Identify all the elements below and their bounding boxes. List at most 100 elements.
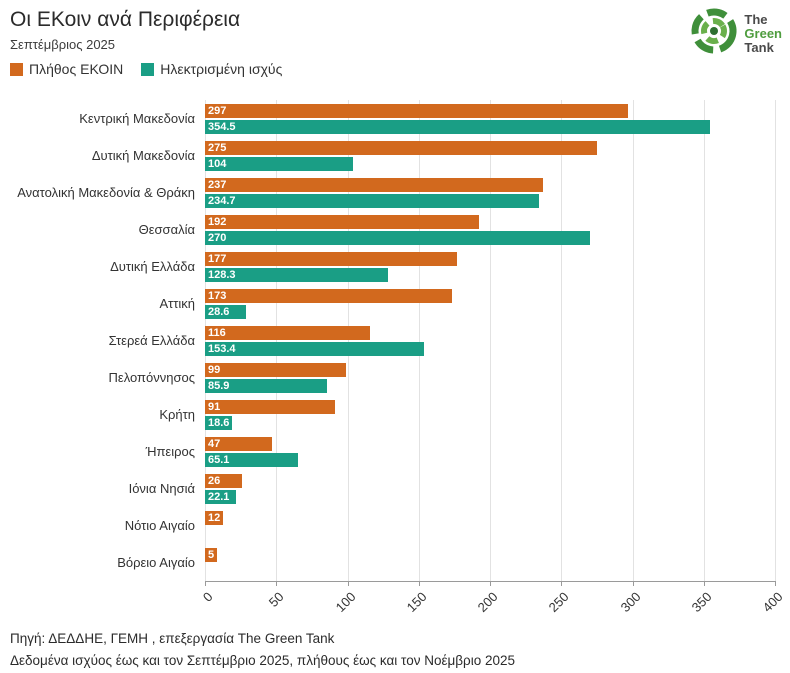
power-value-label: 65.1 (205, 452, 233, 467)
x-tick-mark (561, 581, 563, 586)
power-value-label: 270 (205, 230, 230, 245)
gridline (418, 100, 420, 581)
count-bar: 116 (205, 325, 371, 340)
category-label: Βόρειο Αιγαίο (117, 555, 195, 570)
bar-group: 91 18.6 (205, 396, 775, 433)
category-label: Κρήτη (159, 407, 195, 422)
chart-footer: Πηγή: ΔΕΔΔΗΕ, ΓΕΜΗ , επεξεργασία The Gre… (10, 628, 515, 672)
bar-slot (205, 527, 775, 541)
gridline (632, 100, 634, 581)
category-label: Δυτική Ελλάδα (110, 259, 195, 274)
bar-slot: 22.1 (205, 489, 775, 504)
gridline (561, 100, 563, 581)
bar-slot: 47 (205, 436, 775, 451)
power-bar: 65.1 (205, 452, 298, 467)
category-label: Ήπειρος (145, 444, 195, 459)
gridlines (205, 100, 776, 581)
count-bar: 177 (205, 251, 458, 266)
page-subtitle: Σεπτέμβριος 2025 (10, 37, 116, 52)
source-note: Πηγή: ΔΕΔΔΗΕ, ΓΕΜΗ , επεξεργασία The Gre… (10, 631, 335, 646)
x-axis-ticks: 0 50 100 150 200 250 300 350 400 (200, 581, 786, 626)
bar-group: 5 (205, 544, 775, 581)
power-bar: 270 (205, 230, 590, 245)
bar-chart: Κεντρική Μακεδονία Δυτική Μακεδονία Ανατολ… (0, 100, 786, 615)
x-tick-label: 50 (266, 589, 287, 610)
bar-slot: 116 (205, 325, 775, 340)
count-value-label: 26 (205, 473, 224, 488)
category-labels: Κεντρική Μακεδονία Δυτική Μακεδονία Ανατολ… (0, 100, 205, 582)
legend: Πλήθος ΕΚΟΙΝ Ηλεκτρισμένη ισχύς (10, 61, 282, 77)
legend-item-power: Ηλεκτρισμένη ισχύς (141, 61, 282, 77)
count-value-label: 237 (205, 177, 230, 192)
bar-slot: 270 (205, 230, 775, 245)
count-value-label: 297 (205, 103, 230, 118)
bar-group: 237 234.7 (205, 174, 775, 211)
chart-header: Οι ΕΚοιν ανά Περιφέρεια Σεπτέμβριος 2025 (10, 8, 240, 52)
power-value-label: 22.1 (205, 489, 233, 504)
x-tick-label: 200 (474, 589, 501, 615)
x-tick-mark (205, 581, 206, 586)
page-title: Οι ΕΚοιν ανά Περιφέρεια (10, 8, 241, 31)
x-tick-label: 0 (199, 589, 216, 605)
category-label: Νότιο Αιγαίο (124, 518, 195, 533)
x-tick-mark (347, 581, 349, 586)
power-bar: 354.5 (205, 119, 711, 134)
power-bar: 153.4 (205, 341, 424, 356)
bar-slot: 153.4 (205, 341, 775, 356)
count-bar: 26 (205, 473, 243, 488)
bar-slot: 177 (205, 251, 775, 266)
category-label: Κεντρική Μακεδονία (79, 111, 195, 126)
count-value-label: 173 (205, 288, 230, 303)
x-tick-label: 300 (617, 589, 644, 615)
count-bar: 5 (205, 547, 218, 562)
count-bar: 192 (205, 214, 479, 229)
count-bar: 47 (205, 436, 272, 451)
count-bar: 275 (205, 140, 597, 155)
power-bar: 104 (205, 156, 354, 171)
logo-word-tank: Tank (744, 39, 774, 55)
bar-slot: 237 (205, 177, 775, 192)
x-tick-label: 250 (545, 589, 572, 615)
count-value-label: 91 (205, 399, 224, 414)
count-bar: 173 (205, 288, 452, 303)
bar-group: 177 128.3 (205, 248, 775, 285)
bar-rows: 297 354.5 275 104 237 234.7 192 270 177 128.3 173 2… (205, 100, 775, 581)
gridline (347, 100, 349, 581)
category-label: Ανατολική Μακεδονία & Θράκη (17, 185, 195, 200)
plot-area: 297 354.5 275 104 237 234.7 192 270 177 128.3 173 2… (200, 100, 786, 615)
count-bar: 91 (205, 399, 335, 414)
bar-group: 192 270 (205, 211, 775, 248)
count-bar: 237 (205, 177, 543, 192)
bar-group: 26 22.1 (205, 470, 775, 507)
power-bar: 28.6 (205, 304, 246, 319)
bar-group: 116 153.4 (205, 322, 775, 359)
bar-slot (205, 564, 775, 578)
bar-slot: 28.6 (205, 304, 775, 319)
bar-group: 99 85.9 (205, 359, 775, 396)
green-tank-logo-text: The Green Tank (744, 12, 782, 55)
count-value-label: 12 (205, 510, 224, 525)
x-tick-mark (276, 581, 278, 586)
power-bar: 22.1 (205, 489, 237, 504)
count-value-label: 192 (205, 214, 230, 229)
power-value-label: 28.6 (205, 304, 233, 319)
legend-item-count: Πλήθος ΕΚΟΙΝ (10, 61, 123, 77)
category-label: Θεσσαλία (138, 222, 195, 237)
x-tick-mark (703, 581, 705, 586)
gridline (490, 100, 491, 581)
bar-group: 47 65.1 (205, 433, 775, 470)
power-bar: 128.3 (205, 267, 388, 282)
power-bar: 234.7 (205, 193, 540, 208)
gridline (703, 100, 705, 581)
x-tick-mark (632, 581, 634, 586)
x-tick-mark (418, 581, 420, 586)
category-label: Αττική (159, 296, 195, 311)
category-label: Ιόνια Νησιά (128, 481, 195, 496)
bar-group: 12 (205, 507, 775, 544)
gridline (205, 100, 206, 581)
power-value-label: 153.4 (205, 341, 239, 356)
bar-slot: 91 (205, 399, 775, 414)
bar-slot: 192 (205, 214, 775, 229)
power-value-label: 234.7 (205, 193, 239, 208)
